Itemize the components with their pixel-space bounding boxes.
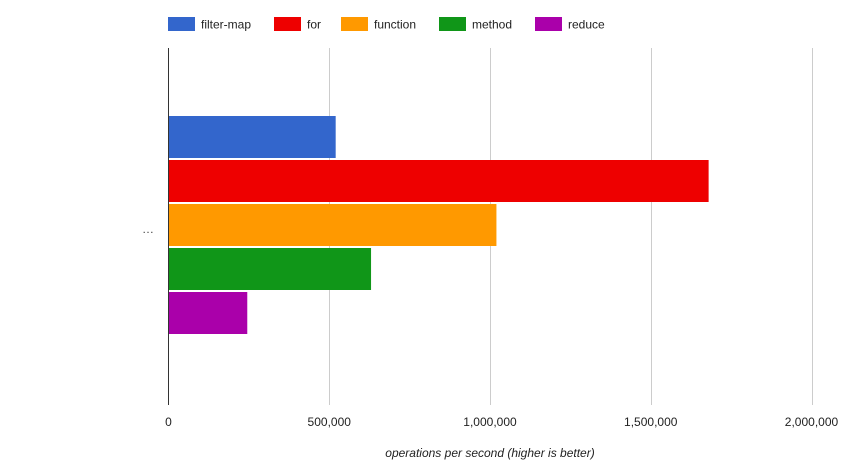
- legend: filter-map for function method reduce: [168, 17, 605, 32]
- x-tick-label-2: 1,000,000: [463, 415, 517, 429]
- x-tick-labels: 0 500,000 1,000,000 1,500,000 2,000,000: [165, 415, 838, 429]
- bar-function: [169, 204, 497, 246]
- bar-filter-map: [169, 116, 336, 158]
- legend-label-method: method: [472, 18, 512, 32]
- x-axis-title: operations per second (higher is better): [385, 446, 594, 460]
- category-label: …: [142, 222, 154, 236]
- legend-swatch-for: [274, 17, 301, 31]
- bar-for: [169, 160, 709, 202]
- bar-reduce: [169, 292, 248, 334]
- legend-label-function: function: [374, 18, 416, 32]
- legend-label-reduce: reduce: [568, 18, 605, 32]
- x-tick-label-1: 500,000: [308, 415, 352, 429]
- bar-method: [169, 248, 372, 290]
- legend-label-for: for: [307, 18, 321, 32]
- legend-swatch-filter-map: [168, 17, 195, 31]
- bars: [169, 116, 709, 334]
- x-tick-label-4: 2,000,000: [785, 415, 839, 429]
- legend-swatch-method: [439, 17, 466, 31]
- x-tick-label-3: 1,500,000: [624, 415, 678, 429]
- legend-swatch-function: [341, 17, 368, 31]
- legend-swatch-reduce: [535, 17, 562, 31]
- x-tick-label-0: 0: [165, 415, 172, 429]
- legend-label-filter-map: filter-map: [201, 18, 251, 32]
